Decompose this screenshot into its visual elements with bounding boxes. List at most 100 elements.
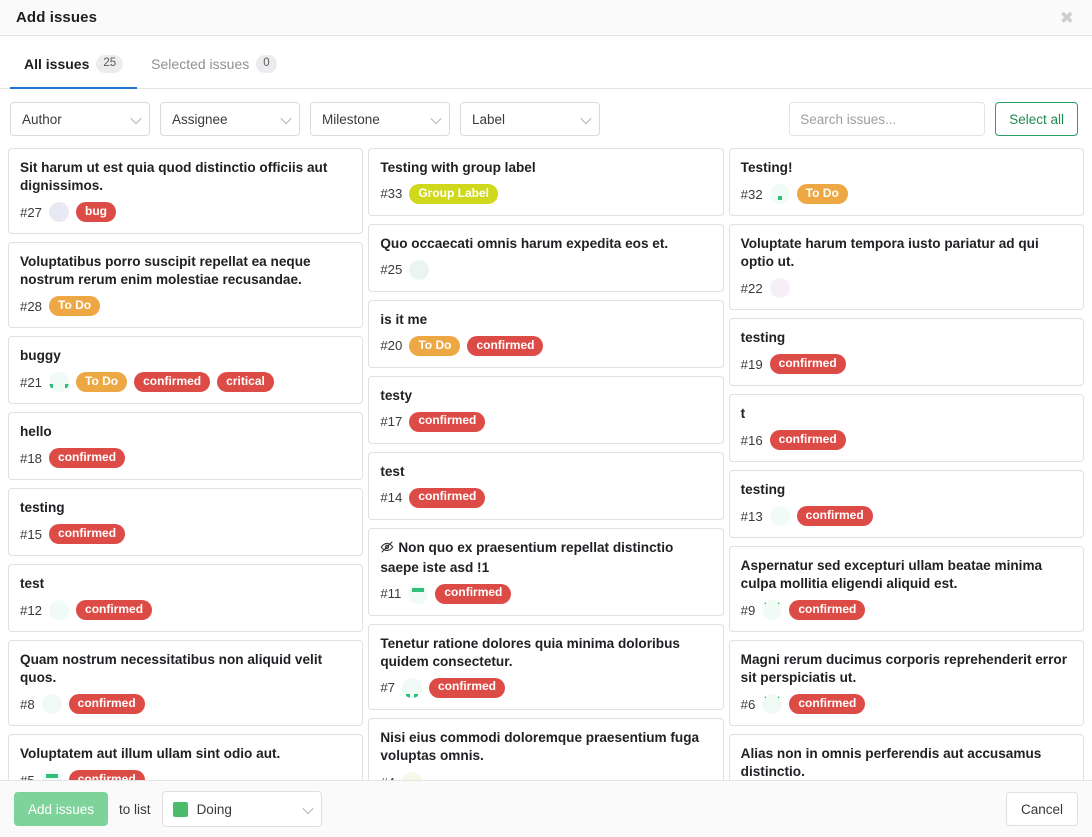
filter-dropdown-label[interactable]: Label	[460, 102, 600, 136]
issue-meta: #8 confirmed	[20, 694, 351, 715]
issue-title: Nisi eius commodi doloremque praesentium…	[380, 729, 711, 765]
avatar	[408, 583, 429, 604]
issue-reference: #6	[740, 696, 756, 712]
filter-dropdown-assignee[interactable]: Assignee	[160, 102, 300, 136]
issue-label-badge[interactable]: confirmed	[796, 506, 873, 526]
issue-label-badge[interactable]: confirmed	[435, 583, 512, 604]
issue-card[interactable]: Voluptatibus porro suscipit repellat ea …	[8, 242, 364, 329]
issue-card[interactable]: test #14 confirmed	[368, 451, 724, 520]
filter-dropdown-milestone[interactable]: Milestone	[310, 102, 450, 136]
issue-card[interactable]: Magni rerum ducimus corporis reprehender…	[728, 640, 1084, 727]
issue-label-badge[interactable]: confirmed	[467, 336, 544, 356]
issue-label-badge[interactable]: confirmed	[49, 448, 126, 469]
issue-label-badge[interactable]: confirmed	[769, 430, 846, 450]
issue-reference: #20	[380, 338, 403, 354]
issue-card[interactable]: Sit harum ut est quia quod distinctio of…	[8, 148, 364, 235]
issue-meta: #11 confirmed	[380, 583, 711, 604]
issue-title: is it me	[380, 311, 711, 329]
issue-card[interactable]: test #12 confirmed	[8, 563, 364, 633]
issue-meta: #13 confirmed	[740, 506, 1072, 527]
issue-reference: #4	[380, 775, 395, 780]
avatar	[41, 694, 62, 715]
issue-card[interactable]: Voluptatem aut illum ullam sint odio aut…	[8, 734, 364, 780]
issue-title-text: test	[380, 463, 405, 479]
issue-card[interactable]: buggy #21 To Do confirmed critical	[8, 336, 364, 405]
issue-card[interactable]: testing #19 confirmed	[728, 318, 1084, 387]
add-issues-button[interactable]: Add issues	[14, 792, 109, 826]
issue-reference: #19	[740, 356, 763, 372]
filter-bar: Author Assignee Milestone Label Select all	[0, 89, 1092, 148]
issue-card[interactable]: testy #17 confirmed	[368, 375, 724, 444]
confidential-icon	[380, 540, 394, 559]
issue-label-badge[interactable]: confirmed	[409, 411, 486, 432]
tab-count-badge: 25	[96, 55, 124, 73]
issue-title-text: Tenetur ratione dolores quia minima dolo…	[380, 635, 680, 669]
issue-card[interactable]: testing #15 confirmed	[8, 488, 364, 556]
issue-card[interactable]: Aspernatur sed excepturi ullam beatae mi…	[728, 546, 1084, 633]
tab-all-issues[interactable]: All issues 25	[10, 55, 138, 89]
cancel-button[interactable]: Cancel	[1005, 792, 1078, 826]
issue-label-badge[interactable]: Group Label	[409, 184, 499, 204]
issue-card[interactable]: Quo occaecati omnis harum expedita eos e…	[368, 223, 724, 292]
issue-card[interactable]: Voluptate harum tempora iusto pariatur a…	[728, 224, 1084, 311]
close-icon[interactable]: ✖	[1056, 7, 1078, 28]
issue-card[interactable]: Non quo ex praesentium repellat distinct…	[368, 527, 724, 616]
select-all-button[interactable]: Select all	[995, 102, 1078, 136]
issue-meta: #15 confirmed	[20, 524, 351, 544]
issue-label-badge[interactable]: confirmed	[68, 770, 145, 780]
issue-label-badge[interactable]: confirmed	[76, 600, 153, 620]
issue-title-text: testing	[740, 481, 786, 497]
issue-label-badge[interactable]: critical	[217, 372, 274, 393]
issue-label-badge[interactable]: To Do	[409, 336, 461, 356]
issue-card[interactable]: Nisi eius commodi doloremque praesentium…	[368, 717, 724, 780]
issue-title-text: Testing with group label	[380, 160, 536, 175]
issue-card[interactable]: Testing! #32 To Do	[728, 148, 1084, 217]
issue-title: hello	[20, 423, 351, 441]
issue-label-badge[interactable]: confirmed	[789, 694, 866, 715]
issue-label-badge[interactable]: To Do	[76, 372, 128, 393]
issue-reference: #12	[20, 602, 43, 618]
issue-title-text: is it me	[380, 311, 428, 327]
issue-label-badge[interactable]: bug	[76, 202, 117, 223]
issue-label-badge[interactable]: confirmed	[49, 524, 126, 544]
issue-column: Sit harum ut est quia quod distinctio of…	[8, 148, 364, 780]
issue-card[interactable]: is it me #20 To Do confirmed	[368, 299, 724, 368]
issue-card[interactable]: t #16 confirmed	[728, 394, 1084, 462]
issue-card[interactable]: Alias non in omnis perferendis aut accus…	[728, 734, 1084, 780]
issue-label-badge[interactable]: confirmed	[134, 372, 211, 393]
issue-title-text: Voluptatibus porro suscipit repellat ea …	[20, 254, 311, 288]
tab-selected-issues[interactable]: Selected issues 0	[137, 55, 290, 89]
issue-meta: #6 confirmed	[740, 694, 1072, 715]
issue-reference: #7	[380, 680, 395, 696]
search-input[interactable]	[789, 102, 986, 136]
issue-card[interactable]: Tenetur ratione dolores quia minima dolo…	[368, 623, 724, 710]
issue-label-badge[interactable]: confirmed	[789, 600, 866, 621]
filter-dropdown-label: Assignee	[172, 111, 228, 127]
issue-card[interactable]: hello #18 confirmed	[8, 412, 364, 481]
issue-label-badge[interactable]: confirmed	[409, 487, 486, 508]
issue-title-text: buggy	[20, 348, 61, 364]
issue-meta: #5 confirmed	[20, 770, 351, 780]
avatar	[41, 770, 62, 780]
issue-meta: #25	[380, 259, 711, 280]
issue-label-badge[interactable]: To Do	[796, 184, 848, 204]
issue-title-text: Nisi eius commodi doloremque praesentium…	[380, 729, 700, 763]
issue-label-badge[interactable]: confirmed	[68, 694, 145, 715]
issue-card[interactable]: testing #13 confirmed	[728, 469, 1084, 539]
issue-card[interactable]: Testing with group label #33 Group Label	[368, 148, 724, 216]
issue-label-badge[interactable]: To Do	[49, 296, 101, 317]
issue-card[interactable]: Quam nostrum necessitatibus non aliquid …	[8, 640, 364, 727]
filter-dropdown-author[interactable]: Author	[10, 102, 150, 136]
issue-label-badge[interactable]: confirmed	[429, 677, 506, 698]
list-select[interactable]: Doing	[161, 791, 322, 827]
issue-meta: #18 confirmed	[20, 448, 351, 469]
avatar	[762, 694, 783, 715]
issue-reference: #22	[740, 280, 763, 296]
issue-title-text: t	[740, 406, 746, 422]
filter-dropdown-label: Label	[472, 111, 506, 127]
issue-reference: #13	[740, 508, 763, 524]
list-color-swatch	[172, 801, 188, 817]
modal-footer: Add issues to list Doing Cancel	[0, 780, 1092, 837]
issue-label-badge[interactable]: confirmed	[769, 354, 846, 375]
